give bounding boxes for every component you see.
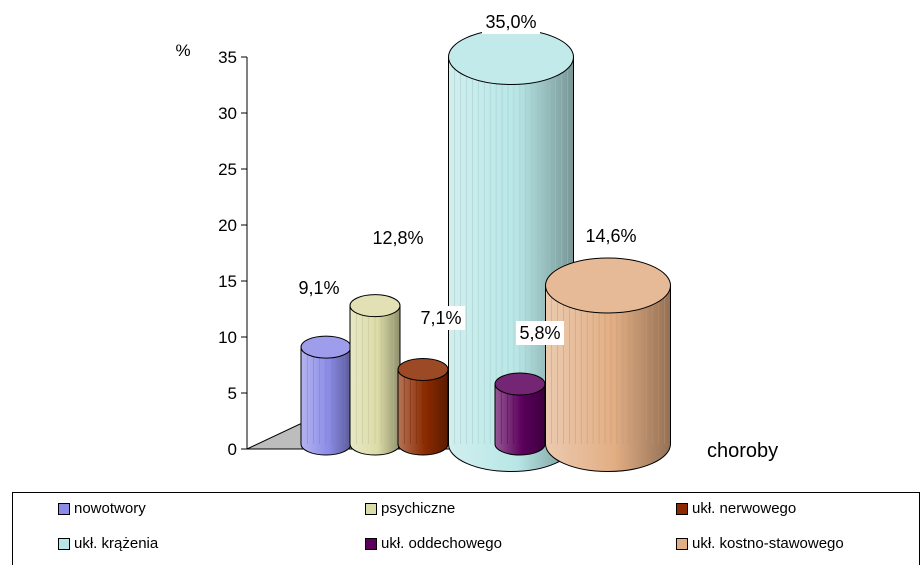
x-axis-title: choroby [707,440,778,462]
bar-top [448,29,574,85]
legend-item: ukł. nerwowego [676,500,796,517]
bar-chart-3d: 0 5 10 15 20 25 30 35 9,1% 12,8% 7,1% 35,0% 5,8% 14,… [175,10,778,472]
legend-item: ukł. krążenia [58,535,158,552]
data-label-2: 12,8% [369,226,427,250]
data-label: 14,6% [585,226,636,246]
bar-2 [349,294,401,456]
bar-1 [300,335,352,456]
data-label-1: 9,1% [295,276,343,300]
data-label: 35,0% [485,12,536,32]
bar-5 [494,372,546,456]
legend-swatch [365,502,377,515]
y-tick-label: 15 [218,272,237,291]
legend-item: ukł. oddechowego [365,535,502,552]
bar-top [300,335,352,359]
legend-label: nowotwory [74,500,146,517]
legend-item: ukł. kostno-stawowego [676,535,844,552]
y-tick-label: 0 [228,440,237,459]
legend: nowotwory psychiczne ukł. nerwowego ukł. kr… [12,492,920,565]
bar-top [397,357,449,381]
y-tick-label: 5 [228,384,237,403]
legend-item: nowotwory [58,500,146,517]
legend-swatch [58,537,70,550]
y-tick-label: 25 [218,160,237,179]
y-tick-label: 10 [218,328,237,347]
bar-4 [448,29,574,472]
bar-6 [545,257,671,472]
legend-label: ukł. oddechowego [381,535,502,552]
data-label-3: 7,1% [417,306,465,330]
data-label: 7,1% [420,308,461,328]
y-axis-ticks: 0 5 10 15 20 25 30 35 [218,48,247,459]
bar-top [349,294,401,318]
legend-swatch [365,537,377,550]
legend-label: ukł. nerwowego [692,500,797,517]
legend-swatch [58,502,70,515]
bar-top [545,257,671,314]
legend-swatch [676,502,688,515]
legend-item: psychiczne [365,500,455,517]
bar-3 [397,357,449,456]
bar-body [545,284,671,472]
data-label: 9,1% [298,278,339,298]
data-label-4: 35,0% [482,10,540,34]
legend-label: ukł. kostno-stawowego [692,535,844,552]
y-tick-label: 20 [218,216,237,235]
y-tick-label: 30 [218,104,237,123]
legend-label: psychiczne [381,500,456,517]
data-label: 5,8% [519,323,560,343]
y-axis-unit-label: % [175,41,190,60]
data-label: 12,8% [372,228,423,248]
bar-top [494,372,546,396]
legend-label: ukł. krążenia [74,535,159,552]
data-label-5: 5,8% [516,321,564,345]
legend-swatch [676,537,688,550]
data-label-6: 14,6% [582,224,640,248]
y-tick-label: 35 [218,48,237,67]
